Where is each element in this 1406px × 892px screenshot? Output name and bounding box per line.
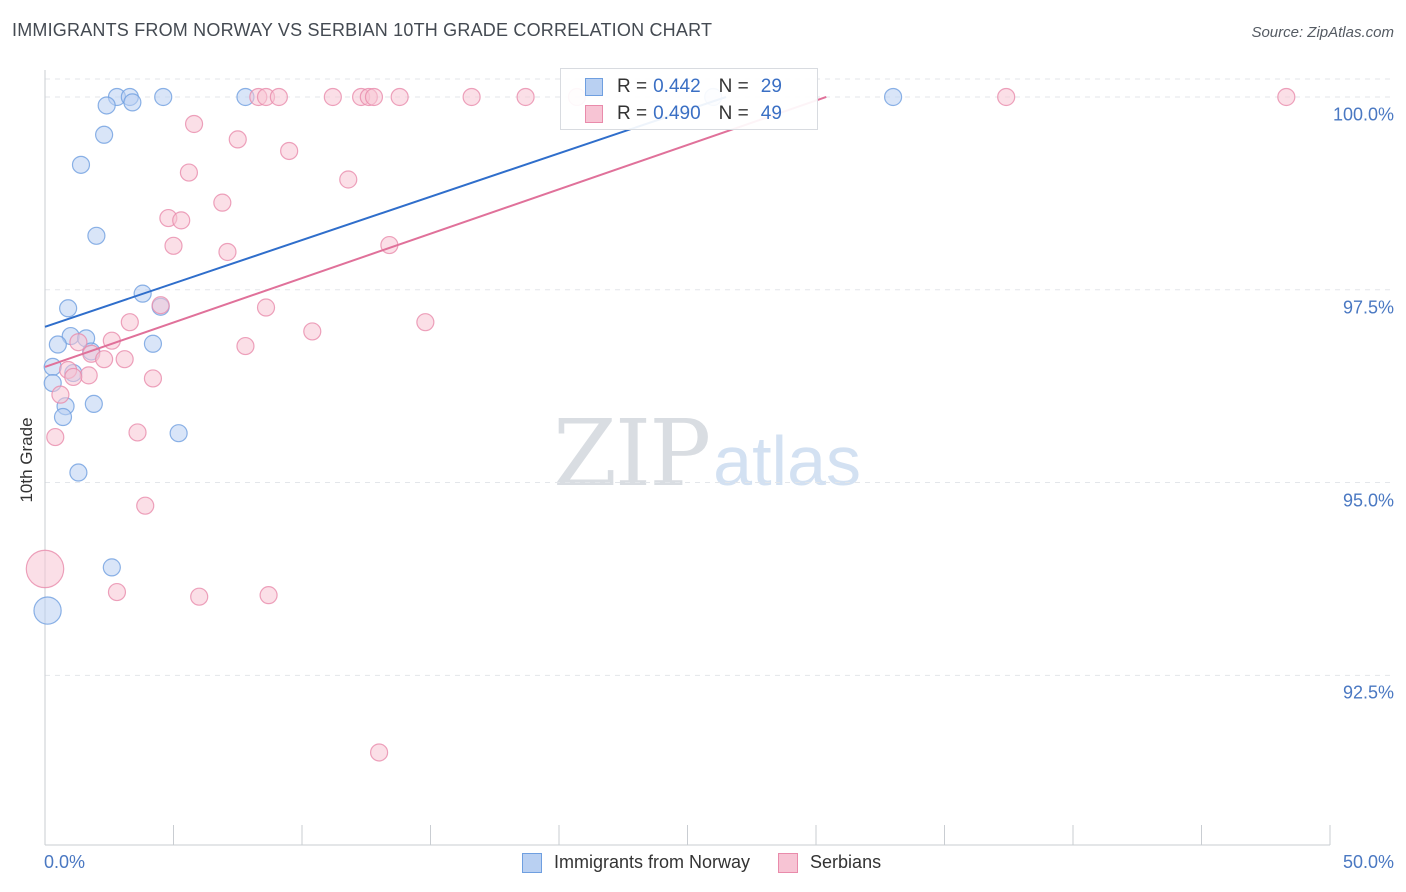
serbians-n-value: 49 [760,103,782,124]
norway-r-value: 0.442 [653,76,701,97]
series-legend: Immigrants from Norway Serbians [522,852,909,873]
serbians-r-value: 0.490 [653,103,701,124]
serbians-point-6 [364,87,384,107]
norway-point-24 [53,407,73,427]
norway-point-9 [71,155,91,174]
serbians-point-18 [213,193,232,212]
serbians-point-25 [256,298,276,317]
serbians-point-46 [259,586,278,605]
serbians-n-label: N = [718,103,749,124]
norway-point-7 [97,96,116,115]
serbians-point-16 [179,163,199,182]
norway-point-12 [59,299,78,318]
norway-point-27 [102,558,121,577]
legend-norway-label: Immigrants from Norway [554,852,751,872]
norway-r-label: R = [617,76,648,97]
serbians-point-45 [190,587,209,606]
serbians-point-17 [339,170,358,189]
norway-swatch [585,78,603,96]
serbians-point-13 [184,114,204,134]
y-tick-label-1: 95.0% [1342,490,1394,511]
serbians-point-2 [269,87,288,107]
serbians-point-15 [280,141,299,161]
serbians-point-34 [115,350,134,369]
serbians-point-37 [64,367,83,387]
x-tick-label-max: 50.0% [1342,852,1394,872]
legend-item-serbians[interactable]: Serbians [778,852,881,873]
norway-n-value: 29 [760,76,782,97]
chart-title: IMMIGRANTS FROM NORWAY VS SERBIAN 10TH G… [12,20,713,40]
legend-norway-swatch [522,852,542,873]
y-tick-label-0: 92.5% [1342,682,1394,703]
norway-trend-line [44,96,727,328]
norway-point-2 [154,87,173,107]
source-label: Source: ZipAtlas.com [1251,24,1394,41]
serbians-point-39 [51,385,70,404]
serbians-point-40 [128,423,147,442]
serbians-point-22 [218,242,237,262]
serbians-swatch [585,105,603,123]
y-tick-label-3: 100.0% [1332,104,1394,125]
norway-point-22 [84,394,103,414]
serbians-point-33 [95,350,114,369]
serbians-point-28 [303,322,322,341]
serbians-point-20 [172,211,191,230]
serbians-point-41 [46,427,65,447]
serbians-point-9 [516,87,535,107]
serbians-point-11 [997,87,1016,107]
serbians-point-24 [151,296,170,315]
serbians-r-label: R = [617,103,648,124]
norway-point-8 [95,125,114,144]
serbians-point-8 [462,87,481,107]
serbians-point-21 [164,236,183,255]
norway-point-28 [33,596,62,625]
legend-row-norway: R = 0.442 N = 29 [585,75,782,99]
serbians-point-42 [136,496,155,515]
norway-point-16 [48,335,67,354]
norway-point-5 [883,87,903,107]
serbians-point-36 [79,366,98,385]
serbians-point-43 [25,549,65,589]
y-tick-label-2: 97.5% [1342,297,1394,318]
serbians-trend-line [44,96,827,368]
norway-point-6 [123,93,142,112]
serbians-point-14 [228,130,247,149]
legend-serbians-swatch [778,852,799,873]
serbians-point-30 [69,333,88,352]
serbians-point-26 [120,313,139,332]
norway-point-26 [69,463,88,482]
serbians-point-3 [323,87,342,107]
serbians-point-27 [416,313,435,332]
x-tick-label-min: 0.0% [44,852,86,872]
correlation-legend: R = 0.442 N = 29 R = 0.490 N = 49 [560,68,818,130]
serbians-point-38 [143,369,163,388]
legend-serbians-label: Serbians [810,852,882,872]
legend-row-serbians: R = 0.490 N = 49 [585,102,782,126]
norway-point-25 [169,424,188,443]
norway-point-10 [87,226,106,245]
serbians-point-44 [107,582,127,602]
serbians-point-31 [236,336,255,356]
norway-point-17 [143,334,163,353]
serbians-point-12 [1277,87,1296,107]
serbians-point-47 [370,743,389,762]
legend-item-norway[interactable]: Immigrants from Norway [522,852,750,873]
serbians-point-7 [390,87,409,107]
norway-n-label: N = [718,76,749,97]
